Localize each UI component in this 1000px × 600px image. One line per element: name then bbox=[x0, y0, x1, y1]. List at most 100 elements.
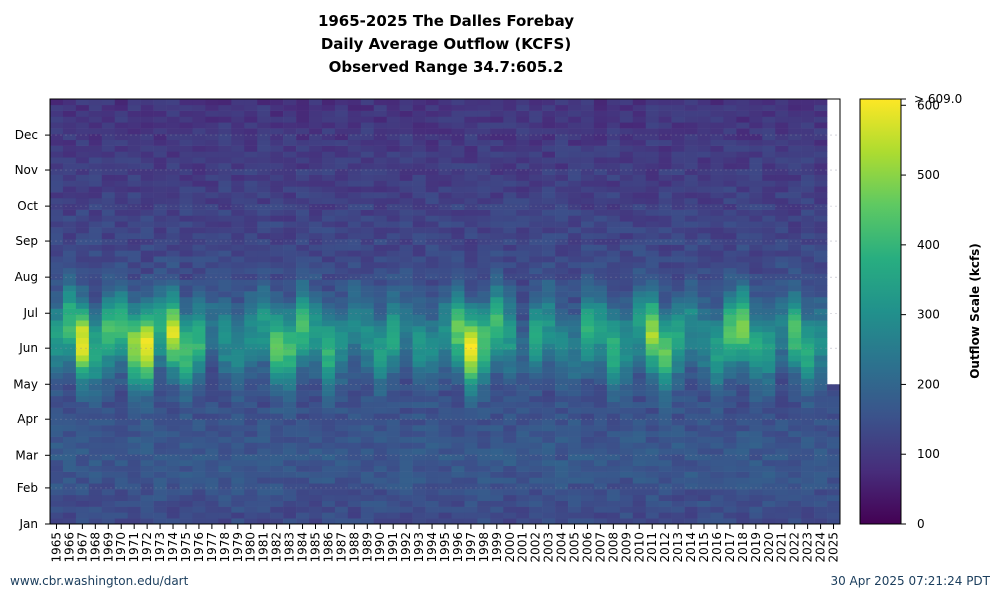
heatmap-cell bbox=[205, 227, 219, 234]
heatmap-cell bbox=[749, 197, 763, 205]
heatmap-cell bbox=[373, 320, 388, 327]
heatmap-cell bbox=[166, 326, 180, 333]
heatmap-cell bbox=[684, 442, 698, 449]
heatmap-cell bbox=[360, 139, 375, 146]
heatmap-cell bbox=[399, 221, 413, 228]
heatmap-cell bbox=[425, 157, 439, 164]
heatmap-cell bbox=[127, 419, 141, 426]
heatmap-cell bbox=[477, 372, 491, 379]
heatmap-cell bbox=[179, 145, 193, 152]
heatmap-cell bbox=[88, 227, 103, 234]
heatmap-cell bbox=[218, 326, 232, 333]
heatmap-cell bbox=[451, 227, 465, 234]
heatmap-cell bbox=[412, 215, 426, 222]
heatmap-cell bbox=[775, 518, 789, 525]
heatmap-cell bbox=[814, 355, 828, 362]
heatmap-cell bbox=[671, 250, 685, 257]
heatmap-cell bbox=[555, 343, 569, 350]
heatmap-cell bbox=[114, 262, 128, 269]
heatmap-cell bbox=[50, 174, 64, 181]
heatmap-cell bbox=[50, 192, 64, 199]
heatmap-cell bbox=[606, 343, 621, 350]
heatmap-cell bbox=[88, 291, 103, 298]
heatmap-cell bbox=[101, 326, 116, 333]
heatmap-cell bbox=[75, 174, 90, 181]
heatmap-cell bbox=[127, 174, 141, 181]
heatmap-cell bbox=[593, 308, 608, 315]
heatmap-cell bbox=[529, 337, 543, 344]
heatmap-cell bbox=[697, 197, 711, 205]
heatmap-cell bbox=[723, 448, 737, 455]
x-tick-label: 1986 bbox=[321, 532, 335, 563]
heatmap-cell bbox=[205, 186, 219, 193]
heatmap-cell bbox=[580, 267, 595, 274]
heatmap-cell bbox=[684, 430, 698, 437]
heatmap-cell bbox=[723, 250, 737, 257]
heatmap-cell bbox=[88, 186, 103, 193]
heatmap-cell bbox=[50, 477, 64, 484]
heatmap-cell bbox=[464, 395, 478, 403]
heatmap-cell bbox=[179, 262, 193, 269]
heatmap-cell bbox=[645, 355, 659, 362]
heatmap-cell bbox=[762, 151, 776, 158]
heatmap-cell bbox=[619, 267, 634, 274]
heatmap-cell bbox=[386, 139, 400, 146]
heatmap-cell bbox=[477, 459, 491, 467]
heatmap-cell bbox=[50, 500, 64, 507]
heatmap-cell bbox=[309, 401, 323, 408]
heatmap-cell bbox=[645, 139, 659, 146]
heatmap-cell bbox=[451, 395, 465, 403]
heatmap-cell bbox=[334, 209, 349, 216]
heatmap-cell bbox=[231, 168, 245, 175]
heatmap-cell bbox=[736, 133, 750, 141]
heatmap-cell bbox=[347, 477, 362, 484]
heatmap-cell bbox=[153, 494, 167, 502]
heatmap-cell bbox=[606, 256, 621, 263]
heatmap-cell bbox=[814, 331, 828, 338]
heatmap-cell bbox=[658, 139, 672, 146]
heatmap-cell bbox=[801, 407, 815, 414]
heatmap-cell bbox=[114, 326, 128, 333]
heatmap-cell bbox=[645, 320, 659, 327]
heatmap-cell bbox=[801, 349, 815, 356]
heatmap-cell bbox=[451, 232, 465, 240]
heatmap-cell bbox=[529, 256, 543, 263]
heatmap-cell bbox=[50, 337, 64, 344]
heatmap-cell bbox=[101, 291, 116, 298]
heatmap-cell bbox=[231, 518, 245, 525]
heatmap-cell bbox=[516, 116, 530, 123]
heatmap-cell bbox=[632, 506, 647, 513]
heatmap-cell bbox=[283, 489, 297, 496]
heatmap-cell bbox=[153, 302, 167, 309]
heatmap-cell bbox=[88, 407, 103, 414]
heatmap-cell bbox=[464, 157, 478, 164]
heatmap-cell bbox=[762, 133, 776, 141]
heatmap-cell bbox=[321, 302, 336, 309]
heatmap-cell bbox=[477, 168, 491, 175]
x-tick-label: 1995 bbox=[438, 532, 452, 563]
heatmap-cell bbox=[619, 296, 634, 304]
heatmap-cell bbox=[710, 378, 724, 385]
heatmap-cell bbox=[503, 180, 517, 187]
heatmap-cell bbox=[205, 430, 219, 437]
heatmap-cell bbox=[516, 366, 530, 373]
heatmap-cell bbox=[503, 174, 517, 181]
heatmap-cell bbox=[568, 326, 582, 333]
heatmap-cell bbox=[762, 203, 776, 210]
heatmap-cell bbox=[814, 302, 828, 309]
heatmap-cell bbox=[244, 116, 258, 123]
heatmap-cell bbox=[438, 390, 452, 397]
heatmap-cell bbox=[244, 168, 258, 175]
heatmap-cell bbox=[762, 372, 776, 379]
heatmap-cell bbox=[75, 326, 90, 333]
heatmap-cell bbox=[671, 279, 685, 286]
heatmap-cell bbox=[619, 203, 634, 210]
heatmap-cell bbox=[283, 296, 297, 304]
heatmap-cell bbox=[244, 360, 258, 368]
heatmap-cell bbox=[270, 401, 284, 408]
heatmap-cell bbox=[801, 314, 815, 321]
heatmap-cell bbox=[593, 494, 608, 502]
heatmap-cell bbox=[568, 425, 582, 432]
heatmap-cell bbox=[205, 390, 219, 397]
heatmap-cell bbox=[606, 122, 621, 129]
